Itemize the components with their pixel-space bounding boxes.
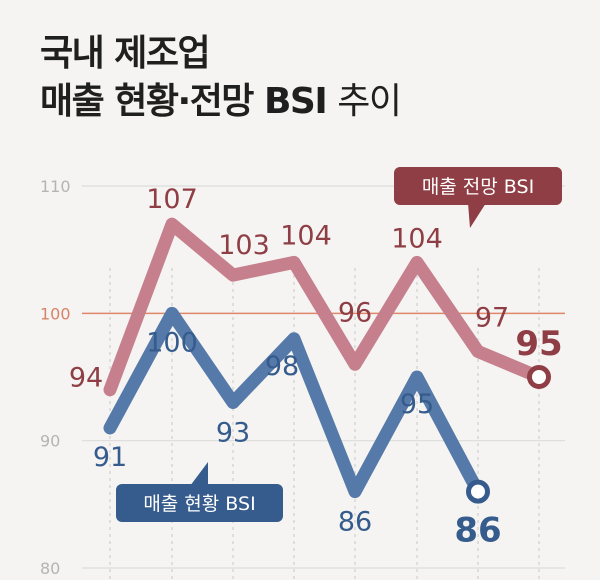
current-data-label-6: 95 bbox=[400, 389, 434, 420]
forecast-data-label-7: 97 bbox=[475, 303, 509, 334]
current-data-label-3: 93 bbox=[216, 417, 250, 448]
forecast-data-label-5: 96 bbox=[338, 297, 372, 328]
y-tick-label-90: 90 bbox=[40, 432, 60, 451]
current-series-line bbox=[103, 306, 485, 499]
current-data-label-1: 91 bbox=[93, 442, 127, 473]
forecast-end-marker bbox=[527, 365, 551, 389]
chart-title: 국내 제조업 매출 현황·전망 BSI 추이 bbox=[40, 30, 402, 126]
y-tick-label-80: 80 bbox=[40, 559, 60, 578]
forecast-data-label-6: 104 bbox=[391, 223, 443, 254]
current-data-label-7: 86 bbox=[454, 511, 501, 551]
legend-current-box bbox=[116, 484, 283, 522]
title-line-2-bold: 매출 현황·전망 BSI bbox=[40, 81, 328, 122]
forecast-data-label-3: 103 bbox=[218, 230, 270, 261]
legend-current-tail bbox=[190, 462, 208, 486]
title-line-2-light: 추이 bbox=[337, 81, 402, 122]
current-data-label-5: 86 bbox=[338, 507, 372, 538]
current-data-label-2: 100 bbox=[146, 327, 198, 358]
forecast-data-label-4: 104 bbox=[280, 220, 332, 251]
title-line-1: 국내 제조업 bbox=[40, 33, 211, 74]
legend-current-label: 매출 현황 BSI bbox=[143, 493, 255, 515]
forecast-data-label-1: 94 bbox=[69, 363, 103, 394]
y-tick-label-100: 100 bbox=[40, 304, 71, 323]
legend-forecast-tail bbox=[468, 203, 486, 228]
forecast-data-label-8: 95 bbox=[515, 324, 562, 364]
current-data-label-4: 98 bbox=[265, 351, 299, 382]
title-line-2: 매출 현황·전망 BSI 추이 bbox=[40, 78, 402, 126]
legend-forecast-label: 매출 전망 BSI bbox=[422, 176, 534, 198]
y-tick-label-110: 110 bbox=[40, 177, 71, 196]
legend-forecast-box bbox=[394, 167, 562, 205]
current-end-marker bbox=[466, 479, 490, 504]
forecast-data-label-2: 107 bbox=[146, 184, 198, 215]
forecast-series-line bbox=[103, 217, 546, 397]
